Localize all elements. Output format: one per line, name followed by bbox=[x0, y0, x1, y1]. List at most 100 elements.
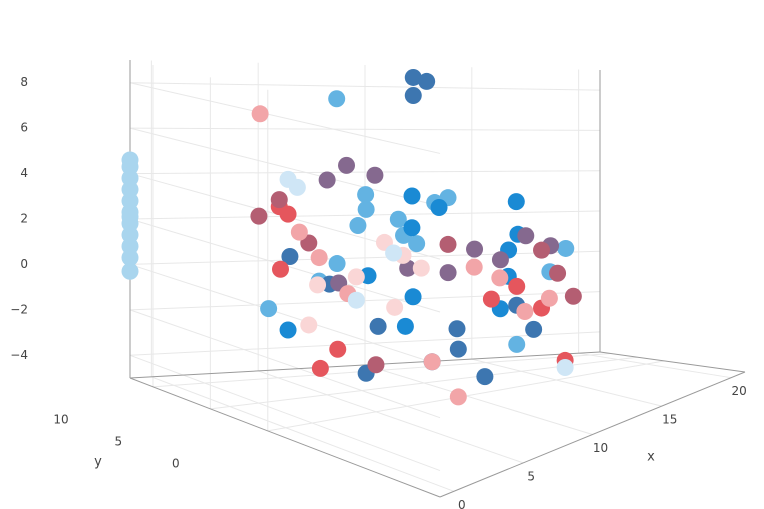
axis-edge bbox=[439, 371, 746, 498]
x-tick-label: 10 bbox=[593, 441, 608, 455]
point bbox=[525, 320, 543, 338]
point bbox=[251, 105, 269, 123]
point bbox=[318, 171, 336, 189]
grid-line bbox=[129, 263, 441, 366]
y-tick-label: 10 bbox=[53, 412, 68, 426]
point bbox=[404, 288, 422, 306]
point bbox=[466, 240, 484, 258]
grid-line bbox=[258, 370, 524, 464]
point bbox=[404, 68, 422, 86]
point bbox=[564, 287, 582, 305]
point bbox=[517, 227, 535, 245]
point bbox=[423, 353, 441, 371]
y-tick-label: 0 bbox=[172, 456, 180, 470]
axis-edge bbox=[129, 377, 441, 498]
point bbox=[491, 251, 509, 269]
point bbox=[449, 388, 467, 406]
point bbox=[290, 223, 308, 241]
point bbox=[260, 300, 278, 318]
grid-line bbox=[471, 358, 662, 407]
x-tick-label: 0 bbox=[458, 498, 466, 509]
point bbox=[279, 321, 297, 339]
point bbox=[396, 317, 414, 335]
point bbox=[508, 335, 526, 353]
point bbox=[250, 207, 268, 225]
z-tick-label: 2 bbox=[20, 212, 28, 226]
point bbox=[271, 260, 289, 278]
y-axis-title: y bbox=[94, 455, 102, 470]
point bbox=[516, 303, 534, 321]
axis-edge bbox=[599, 351, 746, 373]
point bbox=[540, 289, 558, 307]
point bbox=[448, 320, 466, 338]
point bbox=[309, 276, 327, 294]
point bbox=[328, 90, 346, 108]
point bbox=[549, 264, 567, 282]
grid-line bbox=[364, 364, 593, 435]
point bbox=[367, 356, 385, 374]
point bbox=[412, 259, 430, 277]
z-tick-label: 0 bbox=[20, 257, 28, 271]
point bbox=[369, 317, 387, 335]
z-tick-label: −4 bbox=[10, 348, 28, 362]
point bbox=[557, 239, 575, 257]
point bbox=[491, 269, 509, 287]
point bbox=[328, 255, 346, 273]
point bbox=[311, 359, 329, 377]
point bbox=[418, 72, 436, 90]
point bbox=[121, 262, 139, 280]
grid-line bbox=[151, 376, 455, 492]
point bbox=[279, 205, 297, 223]
point bbox=[279, 170, 297, 188]
point bbox=[449, 340, 467, 358]
point bbox=[357, 200, 375, 218]
point bbox=[386, 298, 404, 316]
x-tick-label: 15 bbox=[662, 413, 677, 427]
point bbox=[439, 264, 457, 282]
point bbox=[533, 241, 551, 259]
point bbox=[329, 340, 347, 358]
point bbox=[338, 156, 356, 174]
y-tick-label: 5 bbox=[115, 434, 123, 448]
point bbox=[347, 291, 365, 309]
point bbox=[347, 268, 365, 286]
point bbox=[403, 187, 421, 205]
z-tick-label: −2 bbox=[10, 302, 28, 316]
point bbox=[399, 259, 417, 277]
point bbox=[281, 248, 299, 266]
point bbox=[508, 277, 526, 295]
grid-line bbox=[129, 127, 441, 207]
point bbox=[349, 217, 367, 235]
point bbox=[465, 258, 483, 276]
z-tick-label: 6 bbox=[20, 121, 28, 135]
point bbox=[404, 86, 422, 104]
point bbox=[439, 235, 457, 253]
x-tick-label: 5 bbox=[527, 469, 535, 483]
point bbox=[389, 210, 407, 228]
point bbox=[357, 186, 375, 204]
point bbox=[556, 358, 574, 376]
point bbox=[507, 193, 525, 211]
grid-line bbox=[129, 82, 441, 154]
z-tick-label: 4 bbox=[20, 166, 28, 180]
point bbox=[300, 316, 318, 334]
point bbox=[121, 208, 139, 226]
grid-line bbox=[129, 309, 441, 419]
point bbox=[408, 235, 426, 253]
point bbox=[385, 244, 403, 262]
x-tick-label: 20 bbox=[731, 384, 746, 398]
point bbox=[310, 249, 328, 267]
grid-line bbox=[578, 352, 732, 379]
z-tick-label: 8 bbox=[20, 75, 28, 89]
point bbox=[482, 290, 500, 308]
point bbox=[403, 219, 421, 237]
point bbox=[121, 151, 139, 169]
grid-line bbox=[129, 354, 441, 472]
point bbox=[366, 166, 384, 184]
x-axis-title: x bbox=[647, 450, 655, 465]
point bbox=[430, 199, 448, 217]
grid-line bbox=[210, 356, 638, 410]
point bbox=[476, 368, 494, 386]
